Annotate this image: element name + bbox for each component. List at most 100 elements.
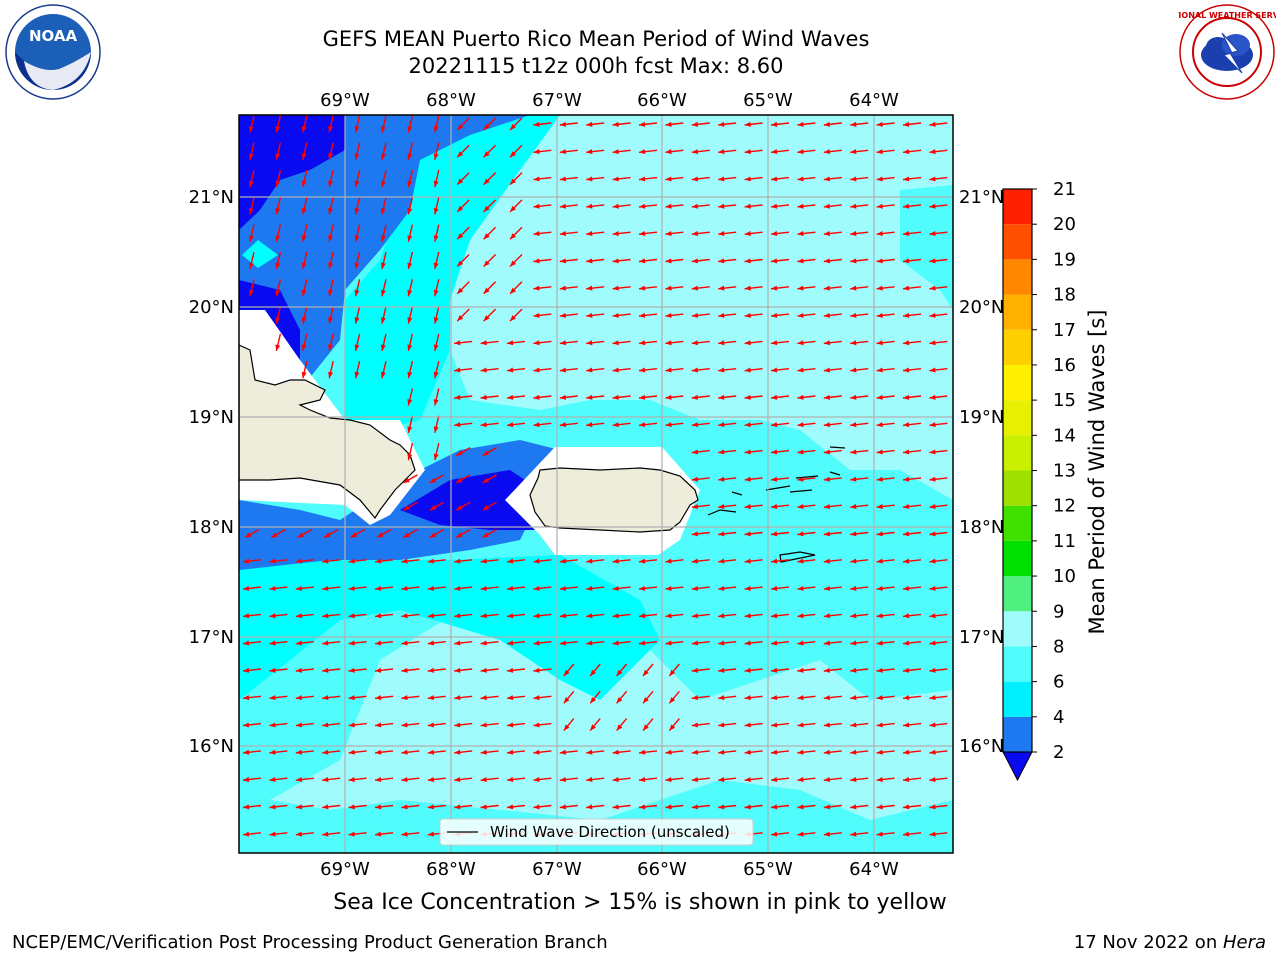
wind-arrow-head (454, 422, 461, 428)
wind-arrow-head (507, 613, 514, 619)
wind-arrow-head (407, 289, 413, 297)
wind-arrow-head (797, 585, 804, 591)
wind-arrow-head (457, 205, 464, 212)
wind-arrow-head (243, 613, 250, 619)
wind-arrow-head (691, 312, 699, 318)
wind-arrow-head (639, 176, 646, 182)
colorbar: 2 4 6 8 9 10 11 12 13 14 15 16 17 18 19 20 21 (1002, 179, 1076, 782)
wind-arrow-head (665, 422, 672, 428)
wind-arrow-head (850, 203, 857, 209)
wind-arrow-head (533, 804, 540, 810)
wind-arrow-head (433, 126, 439, 133)
wind-arrow-head (823, 121, 831, 127)
wind-arrow-head (823, 203, 831, 209)
wind-arrow-head (665, 149, 672, 155)
wind-arrow-head (403, 477, 410, 483)
wind-arrow-head (457, 287, 464, 294)
wind-arrow-head (354, 207, 360, 215)
wind-arrow-head (771, 804, 778, 810)
wind-arrow-head (559, 804, 567, 810)
lon-labels-top: 69°W 68°W 67°W 66°W 65°W 64°W (320, 90, 899, 111)
wind-arrow-head (433, 344, 439, 351)
wind-arrow-head (586, 558, 593, 564)
wind-arrow-head (797, 176, 804, 182)
wind-arrow-head (771, 367, 778, 373)
wind-arrow-head (669, 697, 676, 704)
lon-label-bottom: 65°W (743, 859, 793, 880)
wind-arrow-head (454, 749, 461, 755)
wind-arrow-head (243, 831, 250, 837)
wind-arrow-head (876, 558, 883, 564)
wind-arrow-head (669, 724, 676, 731)
wind-arrow-head (586, 394, 593, 400)
wind-arrow-head (348, 585, 355, 591)
wind-arrow-head (797, 340, 804, 346)
wind-arrow-head (348, 777, 355, 783)
wind-arrow-head (823, 777, 831, 783)
wind-arrow-head (295, 585, 303, 591)
wind-arrow-head (348, 613, 355, 619)
wind-arrow-head (248, 289, 254, 297)
wind-arrow-head (322, 695, 329, 701)
wind-arrow-head (823, 613, 831, 619)
wind-arrow-head (507, 367, 514, 373)
lon-labels-bottom: 69°W 68°W 67°W 66°W 65°W 64°W (320, 859, 899, 880)
wind-arrow-head (433, 453, 439, 461)
wind-arrow-head (903, 504, 910, 510)
wind-arrow-head (823, 149, 831, 155)
wind-arrow-head (457, 233, 464, 240)
wind-arrow-head (612, 613, 619, 619)
wind-arrow-head (797, 695, 804, 701)
wind-arrow-head (507, 695, 514, 701)
wind-arrow-head (929, 476, 936, 482)
wind-arrow-head (797, 722, 804, 728)
lon-label-bottom: 67°W (532, 859, 582, 880)
colorbar-tick-label: 16 (1053, 355, 1076, 376)
wind-arrow-head (691, 422, 699, 428)
colorbar-label: Mean Period of Wind Waves [s] (1085, 309, 1109, 635)
wind-arrow-head (876, 695, 883, 701)
wind-arrow-head (929, 640, 936, 646)
wind-arrow-head (533, 340, 540, 346)
wind-arrow-head (903, 777, 910, 783)
wind-arrow-head (269, 722, 276, 728)
wind-arrow-head (456, 450, 463, 456)
wind-arrow-head (771, 258, 778, 264)
lat-label-right: 18°N (959, 517, 1004, 538)
wind-arrow-head (248, 180, 254, 188)
wind-arrow-head (243, 585, 250, 591)
wind-arrow-head (454, 804, 461, 810)
wind-arrow-head (563, 697, 570, 704)
wind-arrow-head (718, 312, 725, 318)
wind-arrow-head (612, 804, 619, 810)
wind-arrow-head (482, 477, 490, 483)
wind-arrow-head (850, 531, 857, 537)
wind-arrow-head (375, 777, 382, 783)
wind-arrow-head (903, 121, 910, 127)
deep-blue-region-north (239, 115, 345, 230)
wind-arrow-head (639, 394, 646, 400)
wind-arrow-head (744, 203, 751, 209)
wind-arrow-head (559, 558, 567, 564)
wind-arrow-head (691, 367, 699, 373)
wind-arrow-head (483, 151, 490, 158)
wind-arrow-head (559, 640, 567, 646)
wind-arrow-head (348, 722, 355, 728)
wind-arrow-head (903, 667, 910, 673)
wind-arrow-head (586, 203, 593, 209)
wind-arrow-head (429, 532, 437, 538)
wind-arrow-head (639, 231, 646, 237)
wind-arrow-head (563, 724, 570, 731)
wind-arrow-head (457, 123, 464, 130)
wind-arrow-head (375, 613, 382, 619)
wind-arrow-head (876, 203, 883, 209)
wind-arrow-head (401, 804, 408, 810)
wind-arrow-head (691, 667, 699, 673)
wind-arrow-head (929, 121, 936, 127)
wind-arrow-head (639, 585, 646, 591)
wind-arrow-head (850, 504, 857, 510)
wind-arrow-head (691, 640, 699, 646)
wind-arrow-head (903, 176, 910, 182)
wind-arrow-head (744, 531, 751, 537)
wind-arrow-head (380, 235, 386, 242)
